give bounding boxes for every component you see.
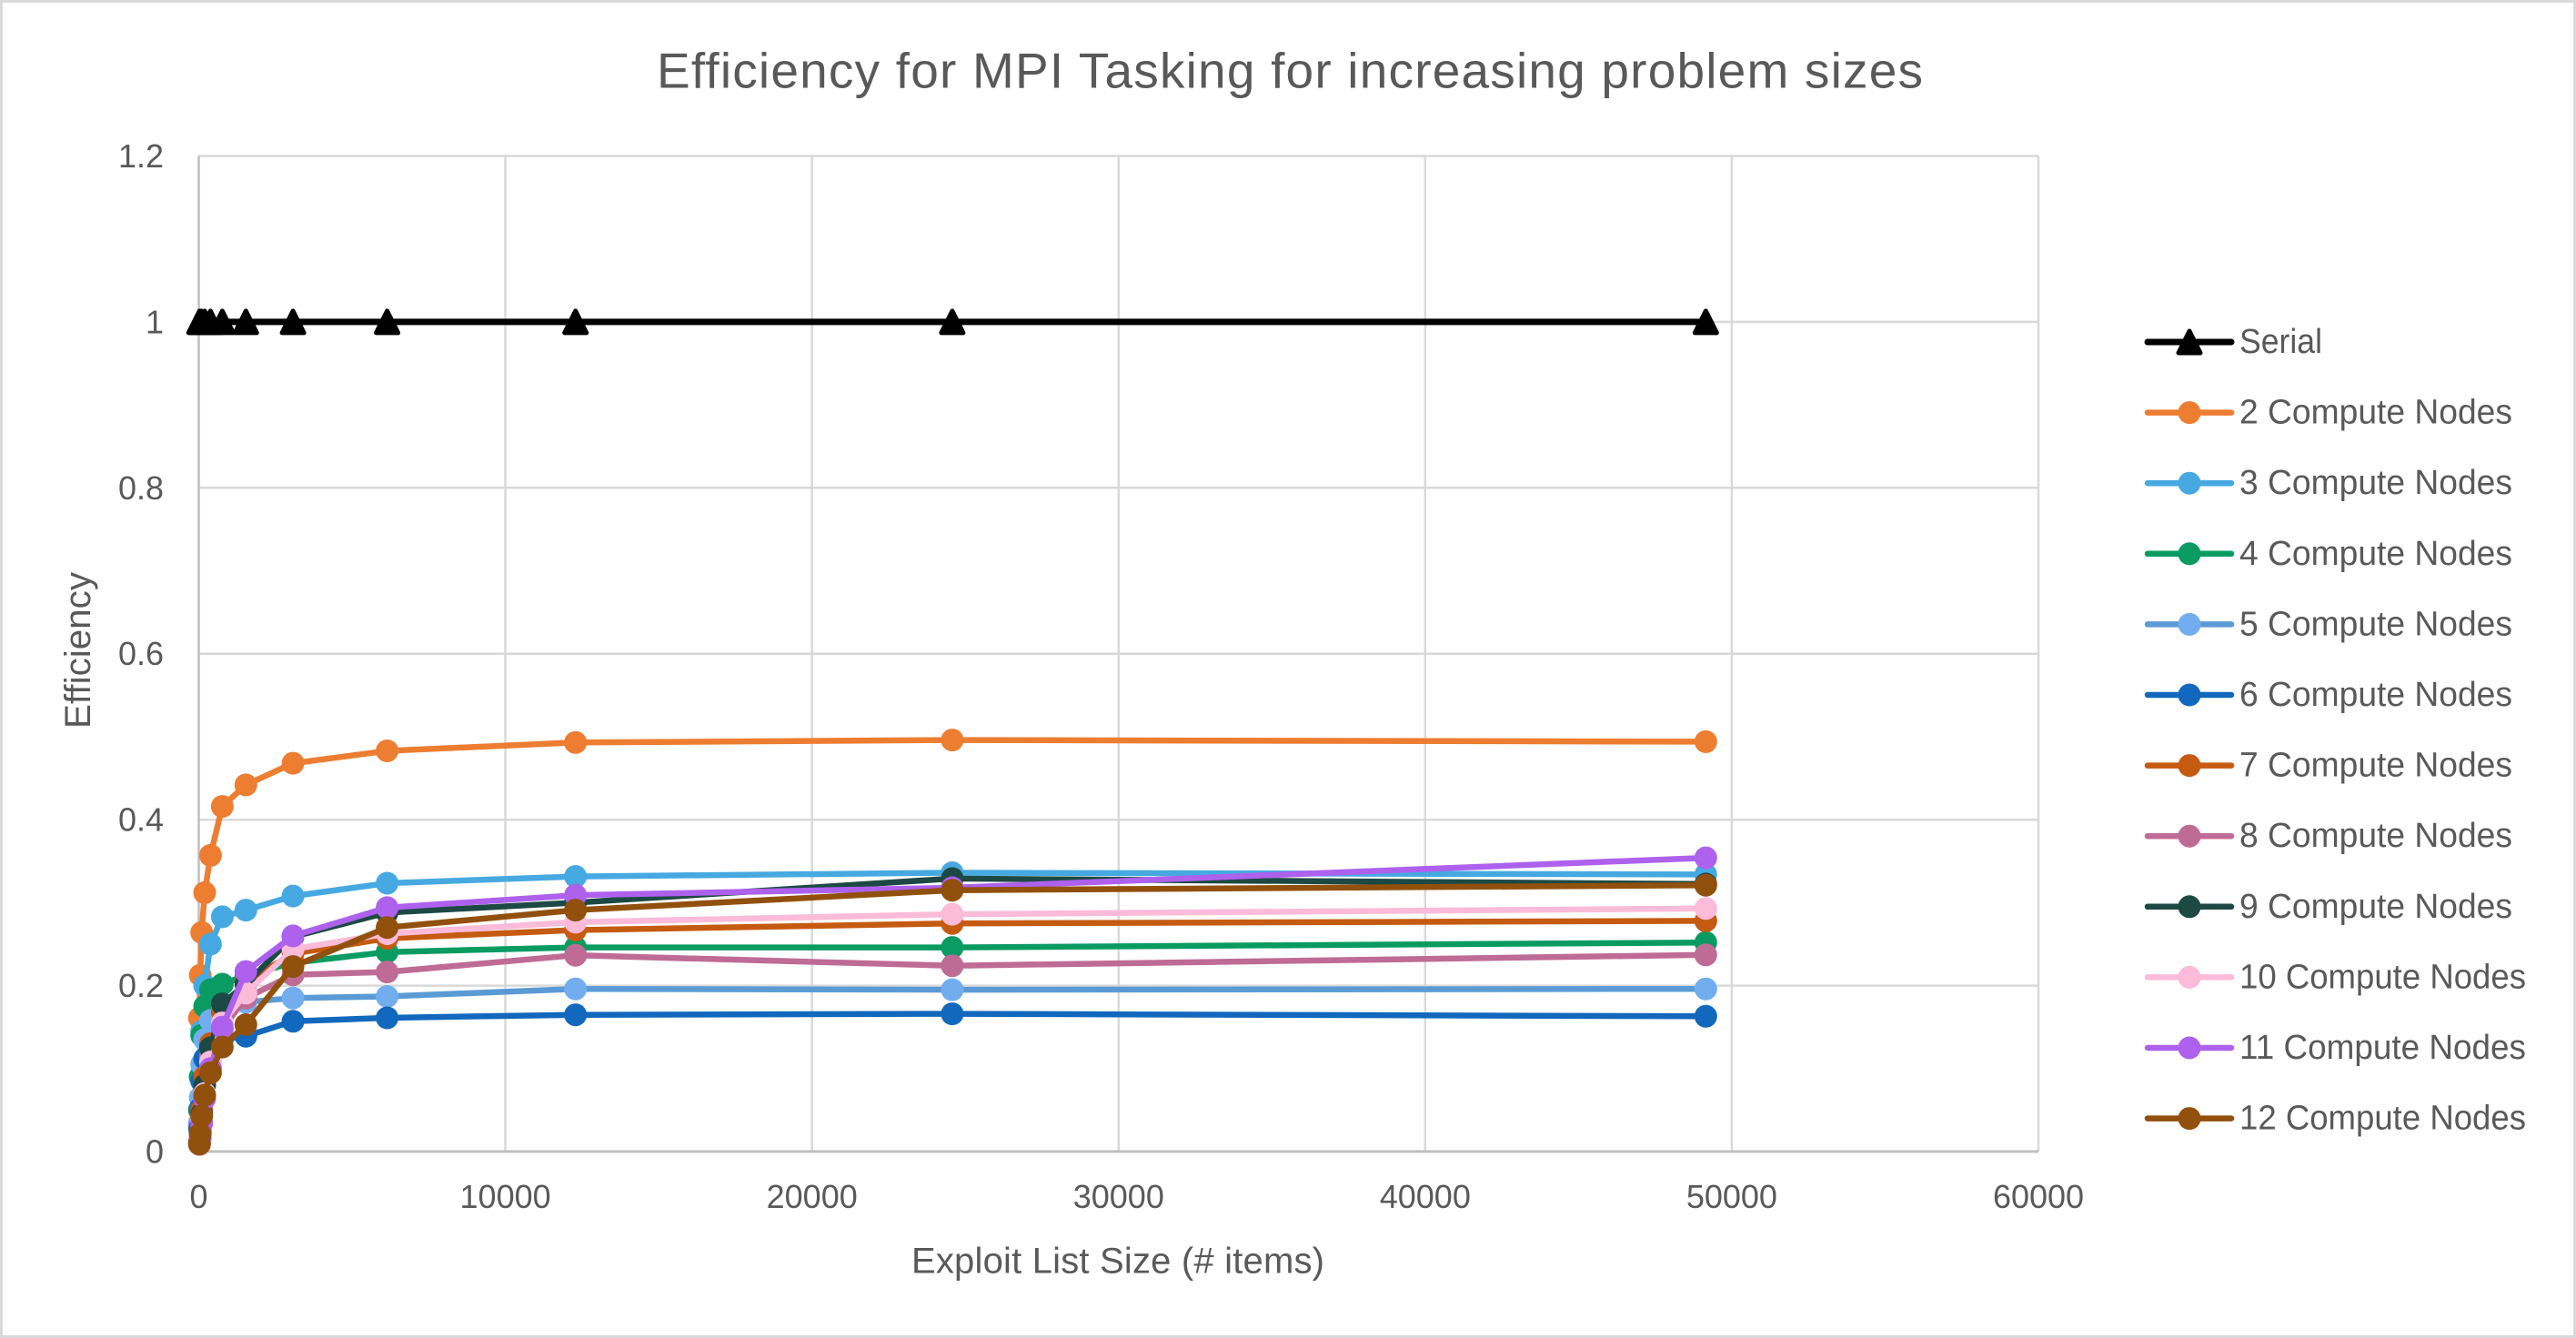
svg-text:5 Compute Nodes: 5 Compute Nodes [2239, 605, 2512, 643]
svg-text:9 Compute Nodes: 9 Compute Nodes [2239, 888, 2512, 926]
svg-text:0.8: 0.8 [118, 469, 164, 507]
svg-text:8 Compute Nodes: 8 Compute Nodes [2239, 817, 2512, 855]
svg-text:12 Compute Nodes: 12 Compute Nodes [2239, 1100, 2526, 1138]
svg-text:11 Compute Nodes: 11 Compute Nodes [2239, 1029, 2526, 1067]
svg-text:0.4: 0.4 [118, 801, 164, 839]
svg-text:4 Compute Nodes: 4 Compute Nodes [2239, 535, 2512, 573]
svg-text:1.2: 1.2 [118, 137, 164, 175]
svg-text:0.6: 0.6 [118, 635, 164, 672]
svg-text:2 Compute Nodes: 2 Compute Nodes [2239, 394, 2512, 432]
svg-text:10 Compute Nodes: 10 Compute Nodes [2239, 958, 2526, 996]
svg-text:7 Compute Nodes: 7 Compute Nodes [2239, 747, 2512, 785]
svg-text:1: 1 [146, 303, 164, 340]
svg-text:Serial: Serial [2239, 323, 2322, 361]
svg-text:0.2: 0.2 [118, 967, 164, 1004]
svg-text:0: 0 [189, 1178, 207, 1215]
svg-text:3 Compute Nodes: 3 Compute Nodes [2239, 464, 2512, 502]
svg-text:Exploit List Size (# items): Exploit List Size (# items) [911, 1242, 1324, 1282]
svg-text:50000: 50000 [1686, 1178, 1777, 1215]
svg-text:Efficiency: Efficiency [58, 572, 98, 729]
svg-text:30000: 30000 [1073, 1178, 1164, 1215]
svg-text:40000: 40000 [1380, 1178, 1471, 1215]
svg-text:60000: 60000 [1993, 1178, 2084, 1215]
svg-text:0: 0 [146, 1133, 164, 1171]
svg-text:6 Compute Nodes: 6 Compute Nodes [2239, 676, 2512, 714]
svg-text:20000: 20000 [767, 1178, 858, 1215]
svg-text:Efficiency for MPI Tasking for: Efficiency for MPI Tasking for increasin… [657, 43, 1923, 99]
svg-text:10000: 10000 [460, 1178, 551, 1215]
